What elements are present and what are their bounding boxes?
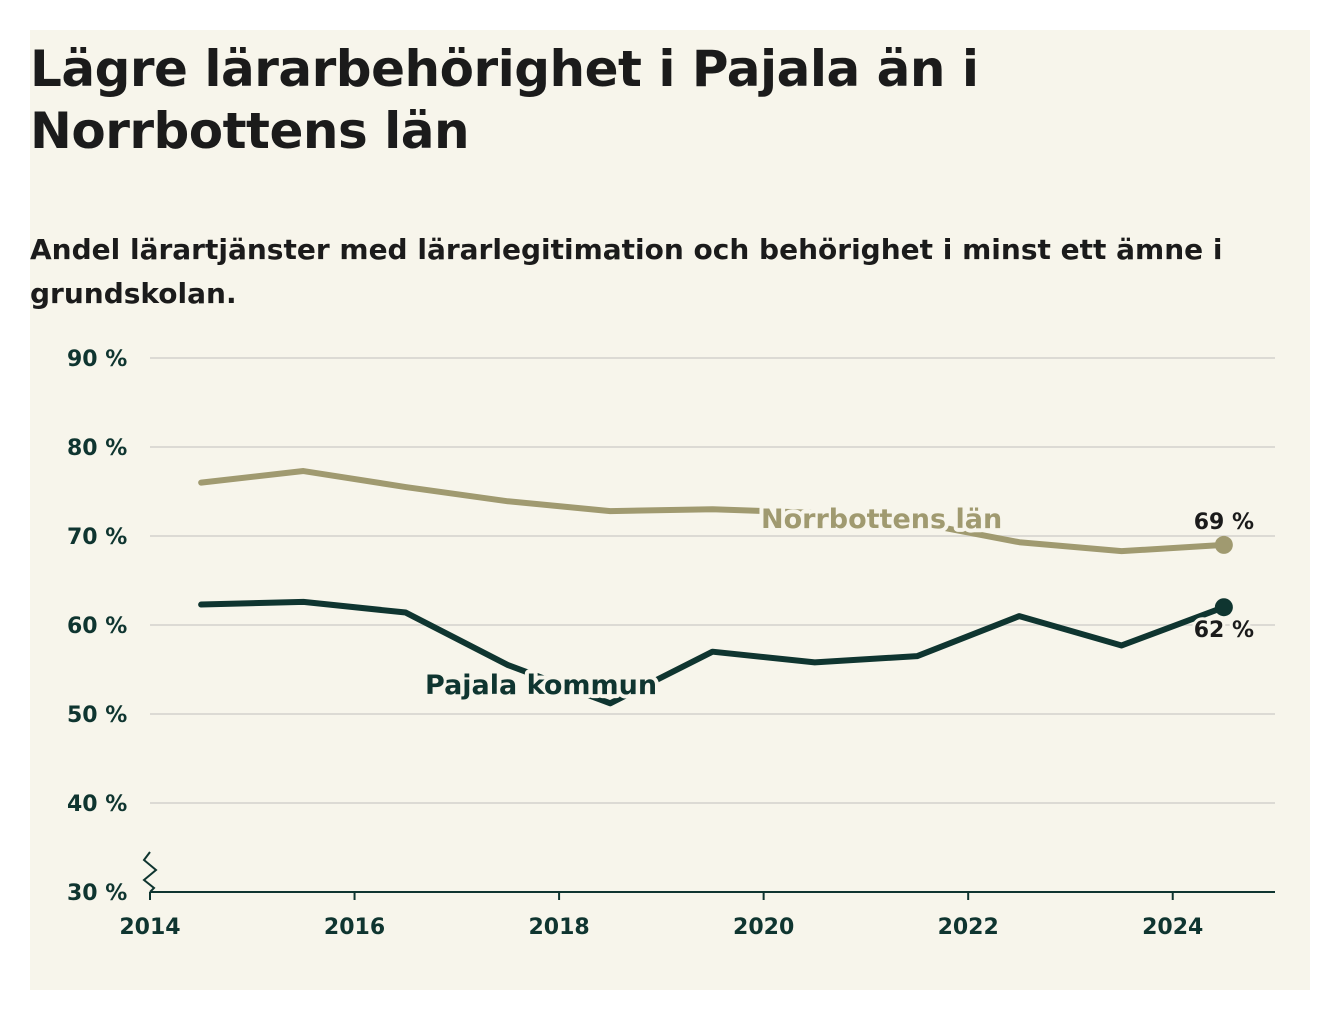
end-value-label-pajala: 62 %: [1194, 618, 1254, 643]
series-end-marker-0: [1214, 535, 1233, 554]
x-tick-label: 2018: [528, 915, 589, 940]
series-lines: [198, 468, 1233, 707]
chart-title: Lägre lärarbehörighet i Pajala än i Norr…: [30, 40, 979, 160]
series-name-label-norrbotten: Norrbottens län: [761, 504, 1002, 535]
series-labels: Norrbottens län Pajala kommun 69 % 62 %: [421, 500, 1257, 705]
chart-card: Lägre lärarbehörighet i Pajala än i Norr…: [30, 30, 1310, 990]
series-name-label-pajala: Pajala kommun: [425, 670, 657, 701]
x-axis-ticks: 2014 2016 2018 2020 2022 2024: [119, 892, 1203, 940]
y-axis-ticks: 30 % 40 % 50 % 60 % 70 % 80 % 90 %: [67, 347, 127, 906]
x-tick-label: 2020: [733, 915, 794, 940]
series-line-0: [198, 468, 1227, 555]
y-tick-label: 60 %: [67, 614, 127, 639]
y-tick-label: 80 %: [67, 436, 127, 461]
series-line-1: [198, 598, 1227, 707]
x-tick-label: 2014: [119, 915, 180, 940]
axis-break-marker: [142, 851, 158, 893]
end-value-label-norrbotten: 69 %: [1194, 510, 1254, 535]
x-tick-label: 2016: [324, 915, 385, 940]
y-tick-label: 30 %: [67, 881, 127, 906]
y-tick-label: 90 %: [67, 347, 127, 372]
line-chart: 30 %40 %50 %60 %70 %80 %90 % 2014 2016 201…: [67, 347, 1275, 940]
grid-lines: [150, 357, 1275, 804]
x-tick-label: 2024: [1142, 915, 1203, 940]
x-tick-label: 2022: [938, 915, 999, 940]
y-tick-label: 70 %: [67, 525, 127, 550]
x-axis: [142, 851, 1275, 893]
chart-subtitle: Andel lärartjänster med lärarlegitimatio…: [30, 233, 1223, 310]
y-tick-label: 50 %: [67, 703, 127, 728]
y-tick-label: 40 %: [67, 792, 127, 817]
series-end-marker-1: [1214, 598, 1233, 617]
